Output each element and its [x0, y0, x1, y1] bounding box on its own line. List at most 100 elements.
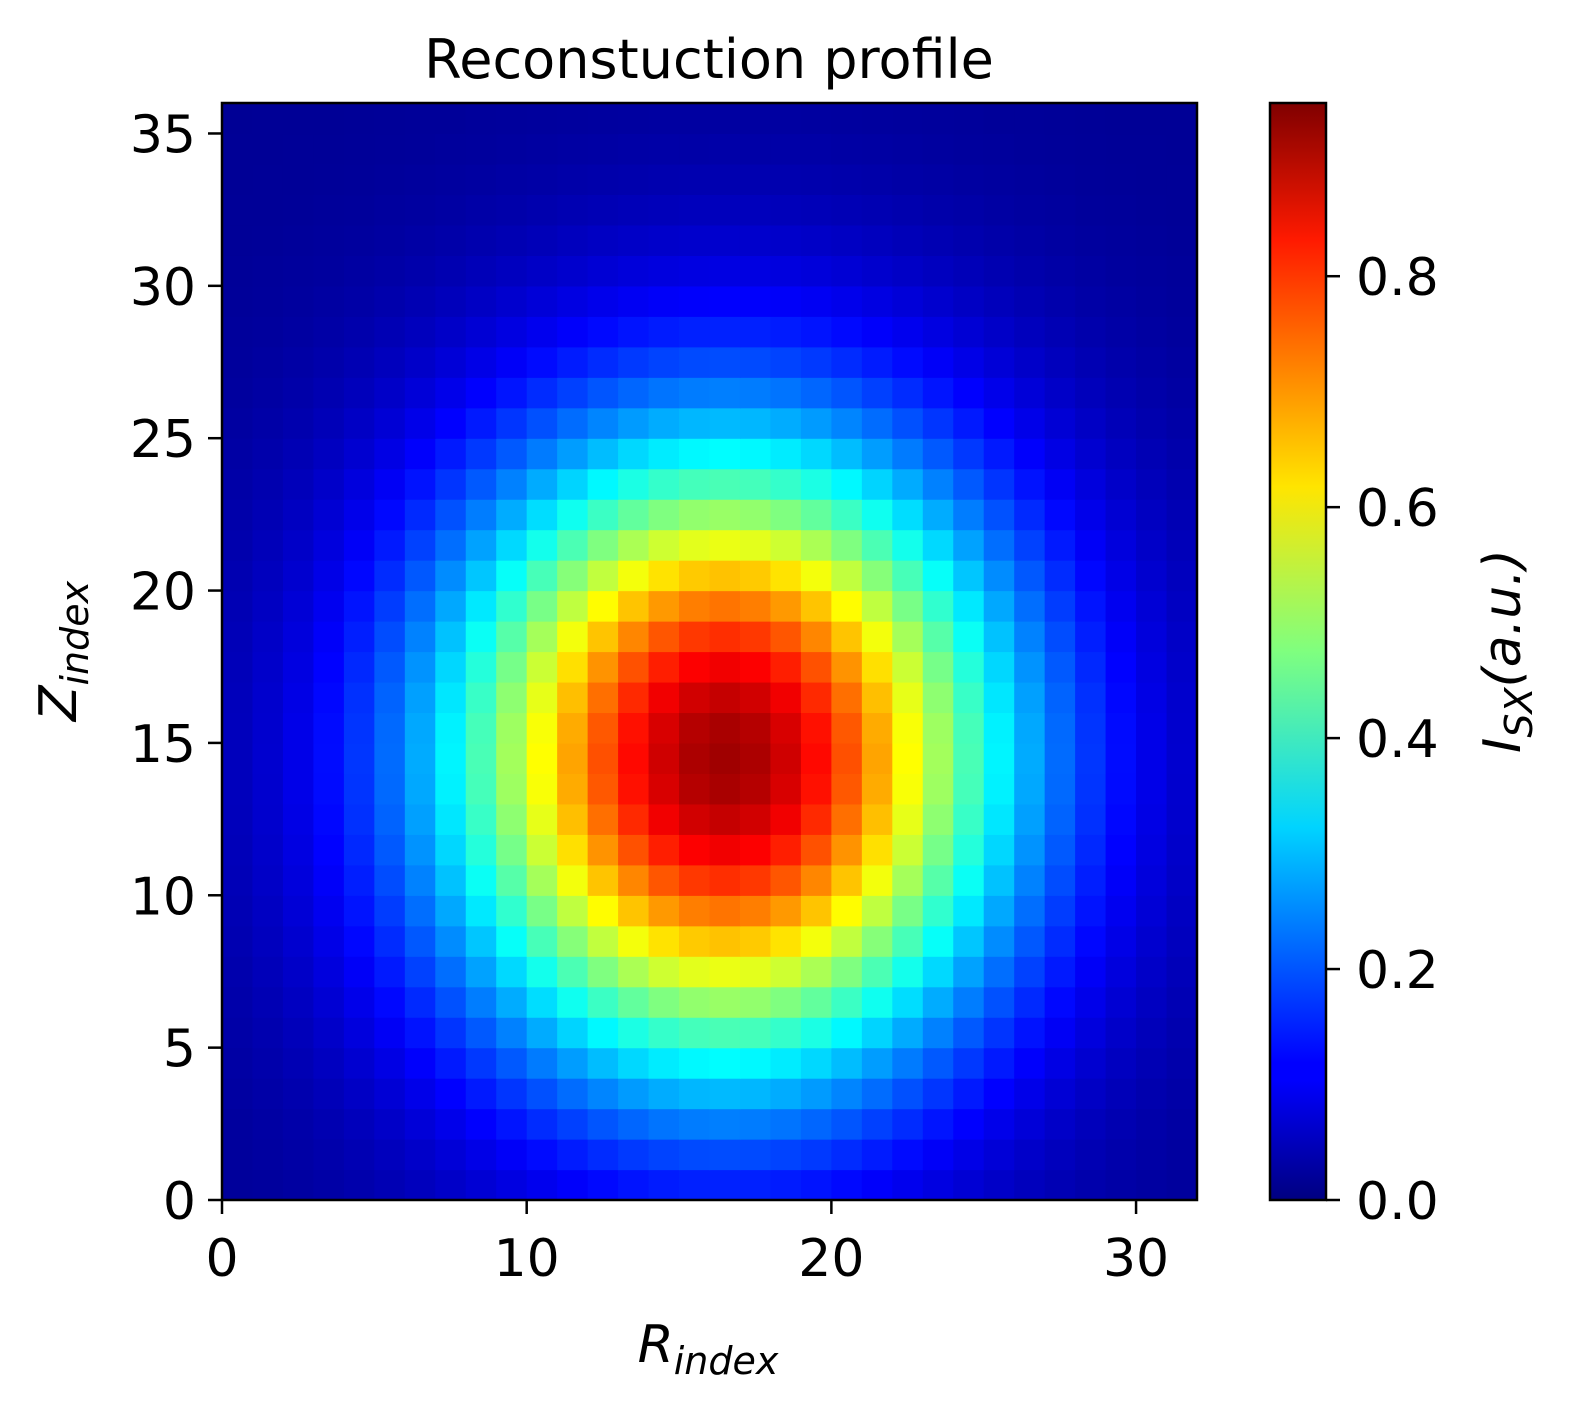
chart-title: Reconstuction profile [424, 28, 994, 91]
heatmap-cell [922, 163, 954, 196]
heatmap-cell [770, 742, 802, 774]
heatmap-cell [770, 224, 802, 256]
heatmap-cell [1044, 925, 1076, 957]
heatmap-cell [435, 529, 467, 561]
heatmap-cell [496, 956, 528, 988]
heatmap-cell [1044, 103, 1076, 135]
heatmap-cell [1136, 742, 1168, 774]
heatmap-cell [526, 986, 558, 1018]
heatmap-cell [313, 1078, 345, 1110]
heatmap-cell [1136, 1078, 1168, 1110]
heatmap-cell [313, 163, 345, 196]
heatmap-cell [679, 255, 711, 287]
heatmap-cell [1075, 986, 1107, 1018]
heatmap-cell [557, 1108, 589, 1140]
heatmap-cell [709, 133, 741, 165]
heatmap-cell [222, 438, 254, 470]
heatmap-cell [435, 163, 467, 196]
heatmap-cell [709, 529, 741, 561]
heatmap-cell [709, 407, 741, 439]
heatmap-cell [679, 285, 711, 317]
heatmap-cell [343, 1139, 375, 1171]
heatmap-cell [343, 712, 375, 744]
heatmap-cell [953, 438, 985, 470]
heatmap-cell [404, 133, 436, 165]
heatmap-cell [1105, 438, 1137, 470]
heatmap-cell [770, 1047, 802, 1079]
heatmap-cell [1044, 560, 1076, 592]
heatmap-cell [1136, 956, 1168, 988]
heatmap-cell [800, 895, 832, 927]
heatmap-cell [861, 803, 893, 835]
heatmap-cell [922, 803, 954, 835]
heatmap-cell [374, 377, 406, 409]
heatmap-cell [1044, 468, 1076, 500]
heatmap-cell [282, 925, 315, 957]
heatmap-cell [983, 468, 1015, 500]
heatmap-cell [374, 1108, 406, 1140]
heatmap-cell [1136, 194, 1168, 226]
heatmap-cell [374, 1139, 406, 1171]
heatmap-cell [252, 1139, 284, 1171]
heatmap-cell [435, 346, 467, 378]
heatmap-cell [953, 986, 985, 1018]
heatmap-cell [648, 773, 680, 805]
heatmap-cell [222, 468, 254, 500]
heatmap-cell [252, 925, 284, 957]
heatmap-cell [1105, 1169, 1137, 1201]
heatmap-cell [465, 1108, 497, 1140]
heatmap-cell [1014, 621, 1046, 653]
heatmap-cell [1075, 925, 1107, 957]
heatmap-cell [557, 1047, 589, 1079]
heatmap-cell [343, 864, 375, 896]
heatmap-cell [1136, 224, 1168, 256]
heatmap-cell [557, 438, 589, 470]
heatmap-cell [861, 681, 893, 714]
heatmap-cell [496, 103, 528, 135]
heatmap-cell [374, 621, 406, 653]
heatmap-cell [222, 255, 254, 287]
heatmap-cell [252, 194, 284, 226]
heatmap-cell [526, 1017, 558, 1049]
heatmap-cell [343, 285, 375, 317]
heatmap-cell [222, 1108, 254, 1140]
heatmap-cell [770, 255, 802, 287]
heatmap-cell [435, 1017, 467, 1049]
heatmap-cell [953, 163, 985, 196]
heatmap-cell [557, 285, 589, 317]
heatmap-cell [252, 834, 284, 866]
heatmap-cell [404, 956, 436, 988]
heatmap-cell [1105, 742, 1137, 774]
heatmap-cell [831, 163, 863, 196]
heatmap-cell [648, 986, 680, 1018]
heatmap-cell [953, 1078, 985, 1110]
heatmap-cell [922, 864, 954, 896]
heatmap-cell [587, 1017, 619, 1049]
heatmap-cell [983, 956, 1015, 988]
heatmap-cell [770, 1169, 802, 1201]
heatmap-cell [252, 621, 284, 653]
heatmap-cell [739, 1017, 772, 1049]
heatmap-cell [313, 133, 345, 165]
heatmap-cell [861, 163, 893, 196]
heatmap-cell [526, 1169, 558, 1201]
heatmap-cell [526, 1108, 558, 1140]
heatmap-cell [679, 773, 711, 805]
heatmap-cell [1105, 621, 1137, 653]
heatmap-cell [679, 803, 711, 835]
heatmap-cell [831, 834, 863, 866]
heatmap-cell [496, 834, 528, 866]
heatmap-cell [496, 773, 528, 805]
heatmap-cell [983, 590, 1015, 622]
heatmap-cell [1105, 377, 1137, 409]
heatmap-cell [343, 1108, 375, 1140]
heatmap-cell [800, 1108, 832, 1140]
heatmap-cell [496, 255, 528, 287]
heatmap-cell [404, 1139, 436, 1171]
heatmap-cell [709, 377, 741, 409]
heatmap-cell [1166, 712, 1198, 744]
heatmap-cell [892, 1078, 924, 1110]
heatmap-cell [1105, 468, 1137, 500]
heatmap-cell [831, 224, 863, 256]
y-tick-label: 30 [130, 258, 196, 318]
